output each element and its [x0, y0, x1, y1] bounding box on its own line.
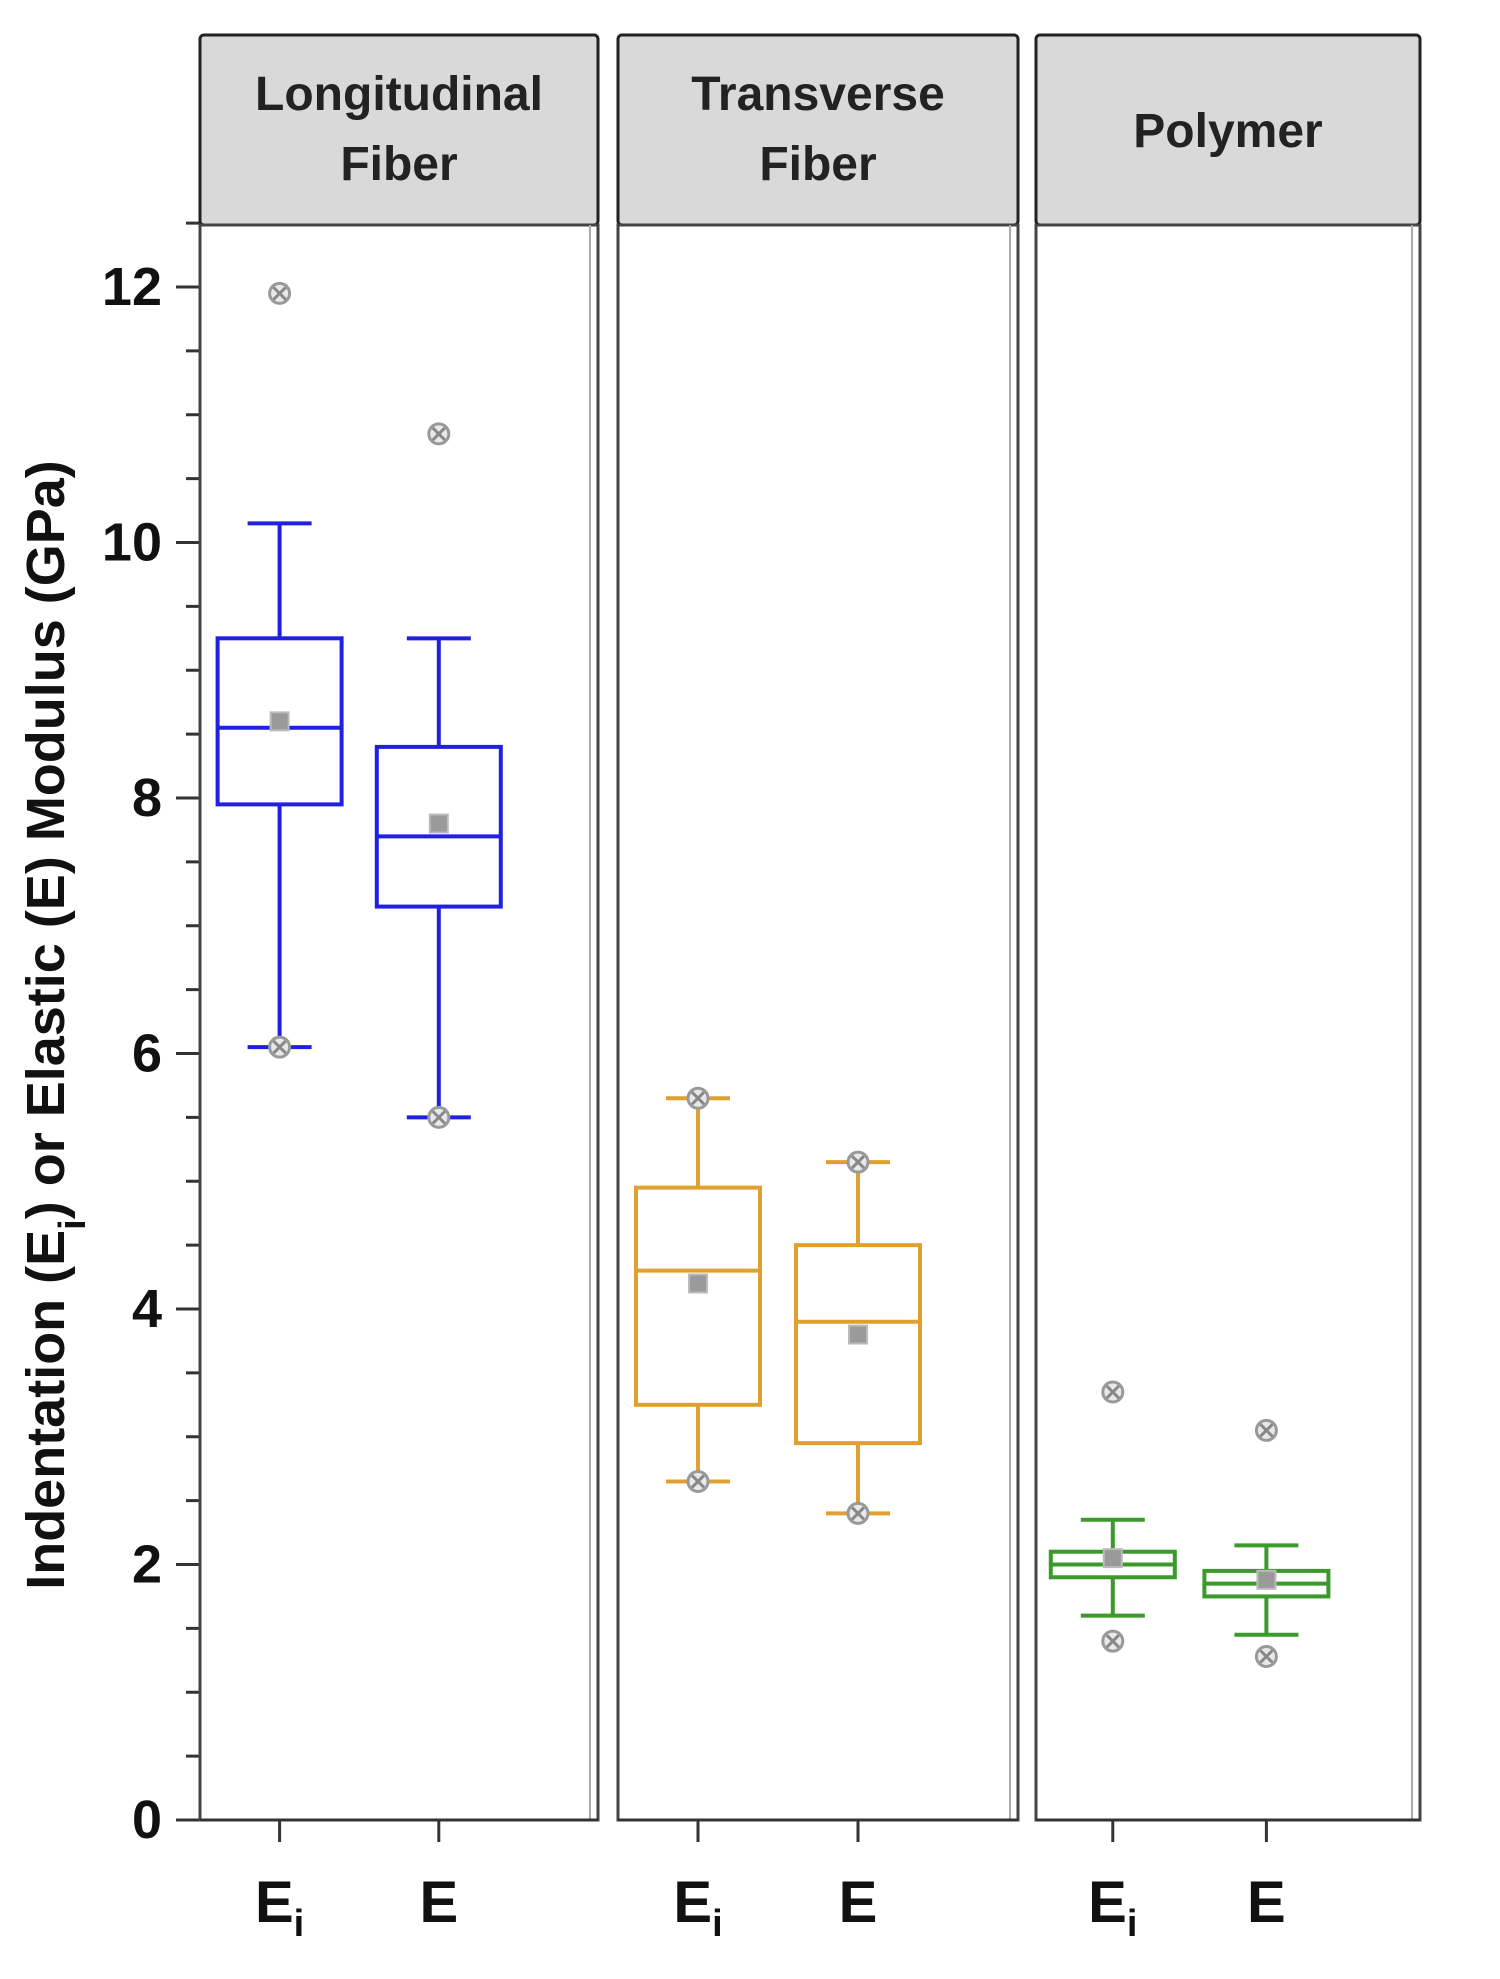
y-tick-label: 2	[132, 1535, 162, 1595]
panel-frame	[1034, 223, 1422, 1822]
panels: Longitudinal Fiber Transverse Fiber Polymer	[198, 33, 1422, 1822]
x-category-label: E	[419, 1870, 458, 1935]
x-category-label: Ei	[673, 1870, 722, 1945]
panel-frame	[198, 223, 600, 1822]
mean-marker	[848, 1324, 868, 1345]
box	[794, 1150, 922, 1525]
x-axis-categories: Ei E Ei E Ei E	[255, 1820, 1286, 1945]
box-iqr	[634, 1185, 762, 1407]
box	[215, 281, 344, 1059]
box	[374, 422, 503, 1129]
x-category-label: Ei	[1088, 1870, 1137, 1945]
box	[1202, 1418, 1331, 1668]
panel-title: Polymer	[1133, 105, 1322, 158]
y-axis-label: Indentation (Ei) or Elastic (E) Modulus …	[16, 460, 94, 1590]
panel-title: Transverse	[691, 68, 945, 121]
panel-strip	[616, 33, 1020, 227]
y-axis-title: Indentation (Ei) or Elastic (E) Modulus …	[16, 460, 94, 1590]
outlier-point	[268, 1035, 292, 1059]
x-category-label: Ei	[255, 1870, 304, 1945]
outlier-point	[1254, 1418, 1278, 1442]
panel-title: Fiber	[340, 138, 457, 191]
outlier-point	[1101, 1629, 1125, 1653]
panel: Polymer	[1034, 33, 1422, 1822]
mean-marker	[269, 711, 290, 732]
y-tick-label: 8	[132, 768, 162, 828]
box	[634, 1086, 762, 1493]
x-category-label: E	[1247, 1870, 1286, 1935]
mean-marker	[428, 813, 449, 834]
panel-title: Longitudinal	[255, 68, 543, 121]
box-iqr	[794, 1243, 922, 1446]
panel-strip	[198, 33, 600, 227]
outlier-point	[846, 1501, 870, 1525]
panel: Transverse Fiber	[616, 33, 1020, 1822]
mean-marker	[1256, 1569, 1277, 1590]
outlier-point	[686, 1469, 710, 1493]
y-axis: 0 2 4 6 8 10 12	[102, 221, 202, 1850]
outlier-point	[686, 1086, 710, 1110]
panel-frame	[616, 223, 1020, 1822]
outlier-point	[427, 422, 451, 446]
mean-marker	[688, 1273, 708, 1294]
y-tick-label: 6	[132, 1024, 162, 1084]
outlier-point	[846, 1150, 870, 1174]
y-tick-label: 0	[132, 1790, 162, 1850]
y-tick-label: 12	[102, 257, 162, 317]
outlier-point	[268, 281, 292, 305]
outlier-point	[1101, 1380, 1125, 1404]
box	[1048, 1380, 1177, 1653]
y-tick-label: 10	[102, 513, 162, 573]
box-iqr	[215, 636, 344, 807]
box-iqr	[374, 744, 503, 909]
outlier-point	[427, 1105, 451, 1129]
panel: Longitudinal Fiber	[198, 33, 600, 1822]
panel-title: Fiber	[759, 138, 876, 191]
x-category-label: E	[839, 1870, 878, 1935]
y-tick-label: 4	[132, 1279, 162, 1339]
mean-marker	[1102, 1548, 1123, 1569]
outlier-point	[1254, 1644, 1278, 1668]
